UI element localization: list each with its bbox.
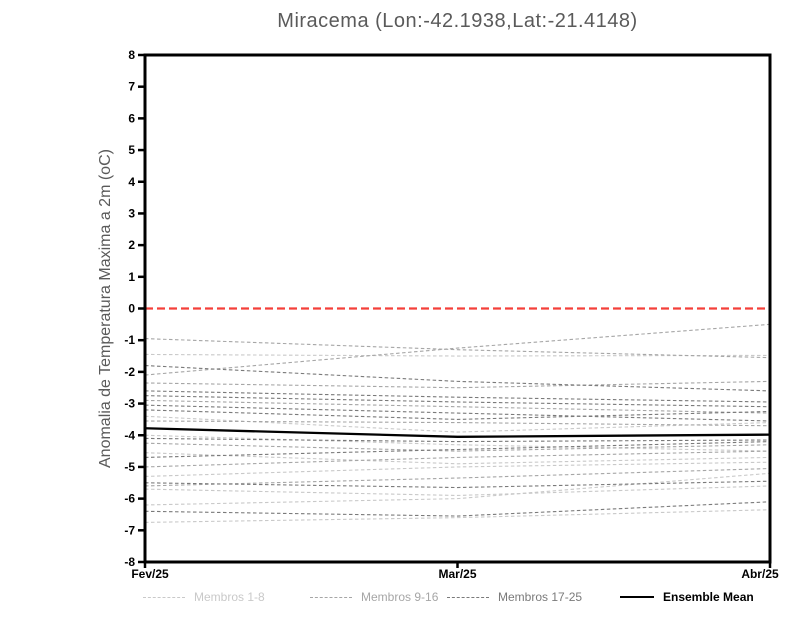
y-tick-label: 3 [128,206,135,220]
legend-label: Membros 1-8 [194,590,265,604]
member-line [144,461,771,477]
y-tick-label: -7 [124,523,135,537]
solid-line-sample [620,596,654,598]
y-tick-label: 7 [128,80,135,94]
dashed-line-sample [143,596,185,598]
y-tick-label: 6 [128,111,135,125]
y-tick-label: -5 [124,460,135,474]
member-line [144,437,771,443]
member-line [144,467,771,487]
member-line [144,442,771,452]
legend: Membros 1-8 Membros 9-16 Membros 17-25 E… [0,589,800,607]
member-line [144,485,771,497]
x-tick-label: Mar/25 [438,567,476,581]
member-line [144,338,771,359]
member-line [144,501,771,517]
legend-entry-membros-17-25: Membros 17-25 [447,589,582,605]
member-line [144,434,771,452]
y-tick-label: -6 [124,492,135,506]
x-tick-label: Abr/25 [741,567,779,581]
member-line [144,380,771,389]
member-line [144,509,771,523]
y-tick-label: 4 [128,175,135,189]
member-line [144,409,771,420]
y-tick-label: 5 [128,143,135,157]
legend-entry-ensemble-mean: Ensemble Mean [620,589,754,605]
y-tick-label: -1 [124,333,135,347]
y-tick-label: -2 [124,365,135,379]
member-line [144,480,771,489]
legend-label: Ensemble Mean [663,590,754,604]
chart-title: Miracema (Lon:-42.1938,Lat:-21.4148) [277,10,638,32]
legend-label: Membros 17-25 [498,590,583,604]
y-tick-label: -4 [124,428,135,442]
x-tick-label: Fev/25 [131,567,169,581]
y-tick-label: 2 [128,238,135,252]
member-line [144,390,771,403]
y-tick-label: -8 [124,555,135,569]
member-line [144,450,771,468]
member-line [144,399,771,414]
member-line [144,364,771,392]
ensemble-mean-line [144,427,771,438]
legend-entry-membros-1-8: Membros 1-8 [143,589,265,605]
y-tick-label: -3 [124,397,135,411]
member-line [144,452,771,465]
member-line [144,420,771,427]
member-line [144,441,771,458]
legend-entry-membros-9-16: Membros 9-16 [310,589,438,605]
y-tick-label: 0 [128,302,135,316]
y-tick-label: 1 [128,270,135,284]
member-line [144,323,771,376]
member-line [144,472,771,506]
dashed-line-sample [447,596,489,598]
member-line [144,395,771,408]
member-line [144,353,771,357]
y-tick-label: 8 [128,48,135,62]
legend-label: Membros 9-16 [361,590,439,604]
member-line [144,404,771,422]
dashed-line-sample [310,596,352,598]
